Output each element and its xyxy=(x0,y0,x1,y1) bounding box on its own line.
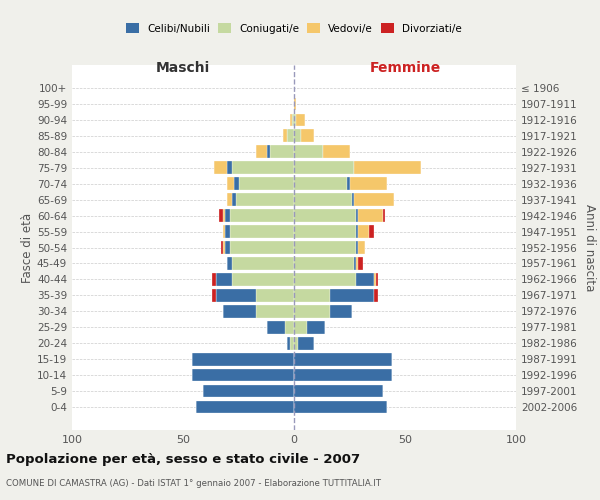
Bar xyxy=(227,257,232,270)
Bar xyxy=(290,337,294,349)
Bar xyxy=(294,401,387,413)
Bar xyxy=(216,289,256,302)
Bar xyxy=(296,114,305,126)
Bar xyxy=(214,162,227,174)
Bar xyxy=(294,162,354,174)
Bar xyxy=(294,146,323,158)
Bar xyxy=(356,242,358,254)
Bar xyxy=(212,273,217,285)
Bar xyxy=(268,321,285,334)
Bar xyxy=(383,210,385,222)
Bar xyxy=(227,162,232,174)
Bar xyxy=(298,337,314,349)
Bar xyxy=(232,194,236,206)
Bar xyxy=(294,337,298,349)
Bar xyxy=(256,305,294,318)
Bar xyxy=(232,273,294,285)
Bar xyxy=(294,226,356,238)
Bar xyxy=(292,114,294,126)
Bar xyxy=(356,210,358,222)
Bar xyxy=(307,321,325,334)
Bar xyxy=(294,130,301,142)
Bar xyxy=(294,210,356,222)
Y-axis label: Anni di nascita: Anni di nascita xyxy=(583,204,596,291)
Bar xyxy=(256,289,294,302)
Bar xyxy=(203,385,294,398)
Text: Femmine: Femmine xyxy=(370,61,440,75)
Bar xyxy=(358,226,370,238)
Bar xyxy=(294,289,329,302)
Bar xyxy=(268,146,269,158)
Bar xyxy=(225,210,230,222)
Bar xyxy=(290,114,292,126)
Bar xyxy=(287,130,294,142)
Bar xyxy=(358,210,383,222)
Text: COMUNE DI CAMASTRA (AG) - Dati ISTAT 1° gennaio 2007 - Elaborazione TUTTITALIA.I: COMUNE DI CAMASTRA (AG) - Dati ISTAT 1° … xyxy=(6,479,381,488)
Bar xyxy=(234,178,239,190)
Bar xyxy=(239,178,294,190)
Bar xyxy=(230,242,294,254)
Bar xyxy=(192,369,294,382)
Bar xyxy=(329,289,374,302)
Bar xyxy=(347,178,349,190)
Bar xyxy=(192,353,294,366)
Legend: Celibi/Nubili, Coniugati/e, Vedovi/e, Divorziati/e: Celibi/Nubili, Coniugati/e, Vedovi/e, Di… xyxy=(122,19,466,38)
Bar xyxy=(218,210,223,222)
Bar xyxy=(294,273,356,285)
Bar xyxy=(294,321,307,334)
Bar xyxy=(217,273,232,285)
Bar xyxy=(227,178,234,190)
Bar xyxy=(329,305,352,318)
Bar xyxy=(354,257,356,270)
Bar xyxy=(223,226,225,238)
Bar xyxy=(294,194,352,206)
Bar xyxy=(256,146,268,158)
Text: Popolazione per età, sesso e stato civile - 2007: Popolazione per età, sesso e stato civil… xyxy=(6,452,360,466)
Bar xyxy=(323,146,349,158)
Bar xyxy=(230,210,294,222)
Bar xyxy=(287,337,290,349)
Bar xyxy=(230,226,294,238)
Bar xyxy=(232,162,294,174)
Bar xyxy=(356,257,358,270)
Bar xyxy=(301,130,314,142)
Bar xyxy=(294,353,392,366)
Bar xyxy=(349,178,387,190)
Bar xyxy=(223,305,256,318)
Bar xyxy=(358,257,363,270)
Bar xyxy=(354,162,421,174)
Bar xyxy=(223,210,225,222)
Bar xyxy=(294,305,329,318)
Bar xyxy=(196,401,294,413)
Bar xyxy=(269,146,294,158)
Bar xyxy=(374,273,376,285)
Bar xyxy=(236,194,294,206)
Bar xyxy=(225,242,230,254)
Bar xyxy=(227,194,232,206)
Bar xyxy=(294,114,296,126)
Bar xyxy=(294,257,354,270)
Bar xyxy=(356,226,358,238)
Bar xyxy=(225,226,230,238)
Bar xyxy=(358,242,365,254)
Bar xyxy=(370,226,374,238)
Bar xyxy=(374,289,379,302)
Bar xyxy=(283,130,287,142)
Bar xyxy=(354,194,394,206)
Bar xyxy=(294,385,383,398)
Bar xyxy=(352,194,354,206)
Bar xyxy=(223,242,225,254)
Bar xyxy=(285,321,294,334)
Bar xyxy=(294,178,347,190)
Text: Maschi: Maschi xyxy=(156,61,210,75)
Bar xyxy=(356,273,374,285)
Bar xyxy=(294,98,296,110)
Bar xyxy=(212,289,217,302)
Bar xyxy=(232,257,294,270)
Bar xyxy=(376,273,379,285)
Y-axis label: Fasce di età: Fasce di età xyxy=(21,212,34,282)
Bar xyxy=(221,242,223,254)
Bar xyxy=(294,369,392,382)
Bar xyxy=(294,242,356,254)
